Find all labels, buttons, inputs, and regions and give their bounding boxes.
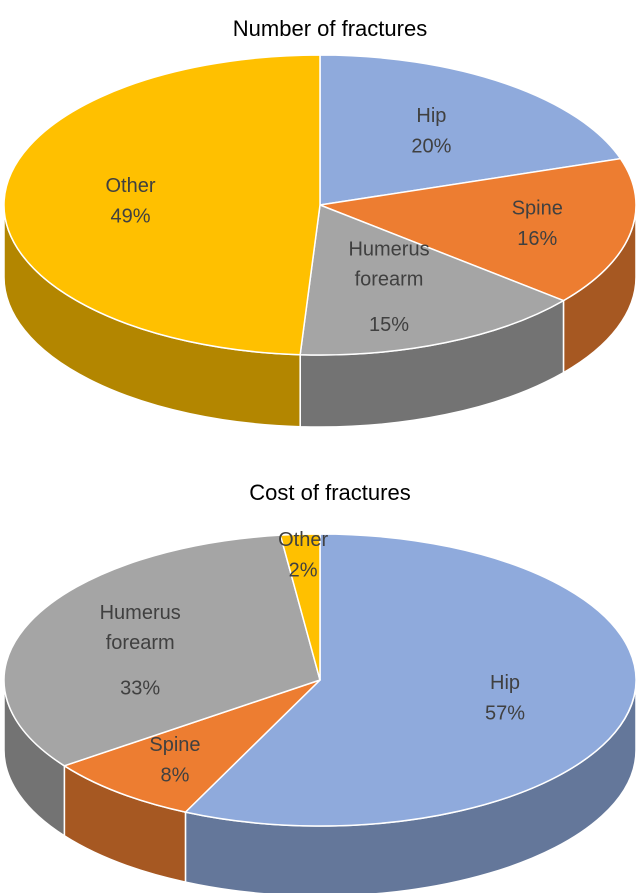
chart-title: Cost of fractures	[249, 480, 410, 505]
slice-label: Other	[278, 529, 328, 551]
slice	[3, 54, 321, 356]
pie-chart: Number of fractures Hip 20% Spine 16% Humerus…	[3, 16, 636, 428]
slice-value-label: 2%	[289, 559, 318, 581]
slice-label: Other	[105, 175, 155, 197]
chart-title: Number of fractures	[233, 16, 427, 41]
slice-label: Humerus forearm	[348, 239, 429, 291]
slice-value-label: 20%	[411, 135, 451, 157]
pie-chart: Cost of fractures Hip 57% Spine 8% Humerus for…	[3, 480, 636, 893]
slice-label: Hip	[490, 672, 520, 694]
slice	[319, 54, 622, 206]
slice	[317, 157, 636, 302]
slice-label: Hip	[416, 105, 446, 127]
slice	[3, 534, 321, 767]
slice-label: Humerus forearm	[100, 602, 181, 654]
slice	[183, 533, 636, 827]
slice-label: Spine	[512, 198, 563, 220]
slice-value-label: 33%	[120, 677, 160, 699]
slice-value-label: 8%	[161, 764, 190, 786]
slice-value-label: 16%	[517, 228, 557, 250]
slice-value-label: 15%	[369, 314, 409, 336]
slice	[279, 533, 321, 681]
slice-value-label: 49%	[110, 205, 150, 227]
slice-label: Spine	[149, 734, 200, 756]
slice	[299, 203, 566, 356]
slice	[62, 679, 321, 813]
slice-value-label: 57%	[485, 702, 525, 724]
